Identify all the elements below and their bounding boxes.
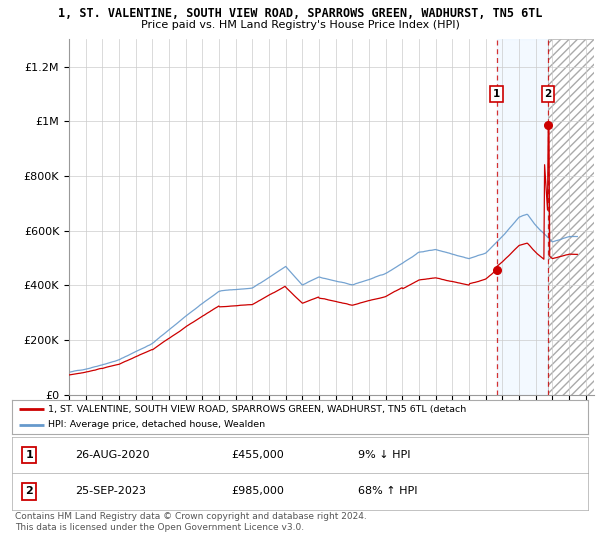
Bar bbox=[497, 39, 548, 395]
Text: HPI: Average price, detached house, Wealden: HPI: Average price, detached house, Weal… bbox=[48, 421, 265, 430]
Text: 1, ST. VALENTINE, SOUTH VIEW ROAD, SPARROWS GREEN, WADHURST, TN5 6TL (detach: 1, ST. VALENTINE, SOUTH VIEW ROAD, SPARR… bbox=[48, 405, 466, 414]
Text: 25-SEP-2023: 25-SEP-2023 bbox=[76, 487, 146, 496]
Text: £985,000: £985,000 bbox=[231, 487, 284, 496]
Text: Contains HM Land Registry data © Crown copyright and database right 2024.
This d: Contains HM Land Registry data © Crown c… bbox=[15, 512, 367, 532]
Text: £455,000: £455,000 bbox=[231, 450, 284, 460]
Text: 2: 2 bbox=[25, 487, 33, 496]
Text: Price paid vs. HM Land Registry's House Price Index (HPI): Price paid vs. HM Land Registry's House … bbox=[140, 20, 460, 30]
Text: 68% ↑ HPI: 68% ↑ HPI bbox=[358, 487, 417, 496]
Text: 1: 1 bbox=[25, 450, 33, 460]
Bar bbox=[548, 39, 594, 395]
Text: 9% ↓ HPI: 9% ↓ HPI bbox=[358, 450, 410, 460]
Text: 26-AUG-2020: 26-AUG-2020 bbox=[76, 450, 150, 460]
Text: 1: 1 bbox=[493, 89, 500, 99]
Text: 1, ST. VALENTINE, SOUTH VIEW ROAD, SPARROWS GREEN, WADHURST, TN5 6TL: 1, ST. VALENTINE, SOUTH VIEW ROAD, SPARR… bbox=[58, 7, 542, 20]
Text: 2: 2 bbox=[544, 89, 551, 99]
